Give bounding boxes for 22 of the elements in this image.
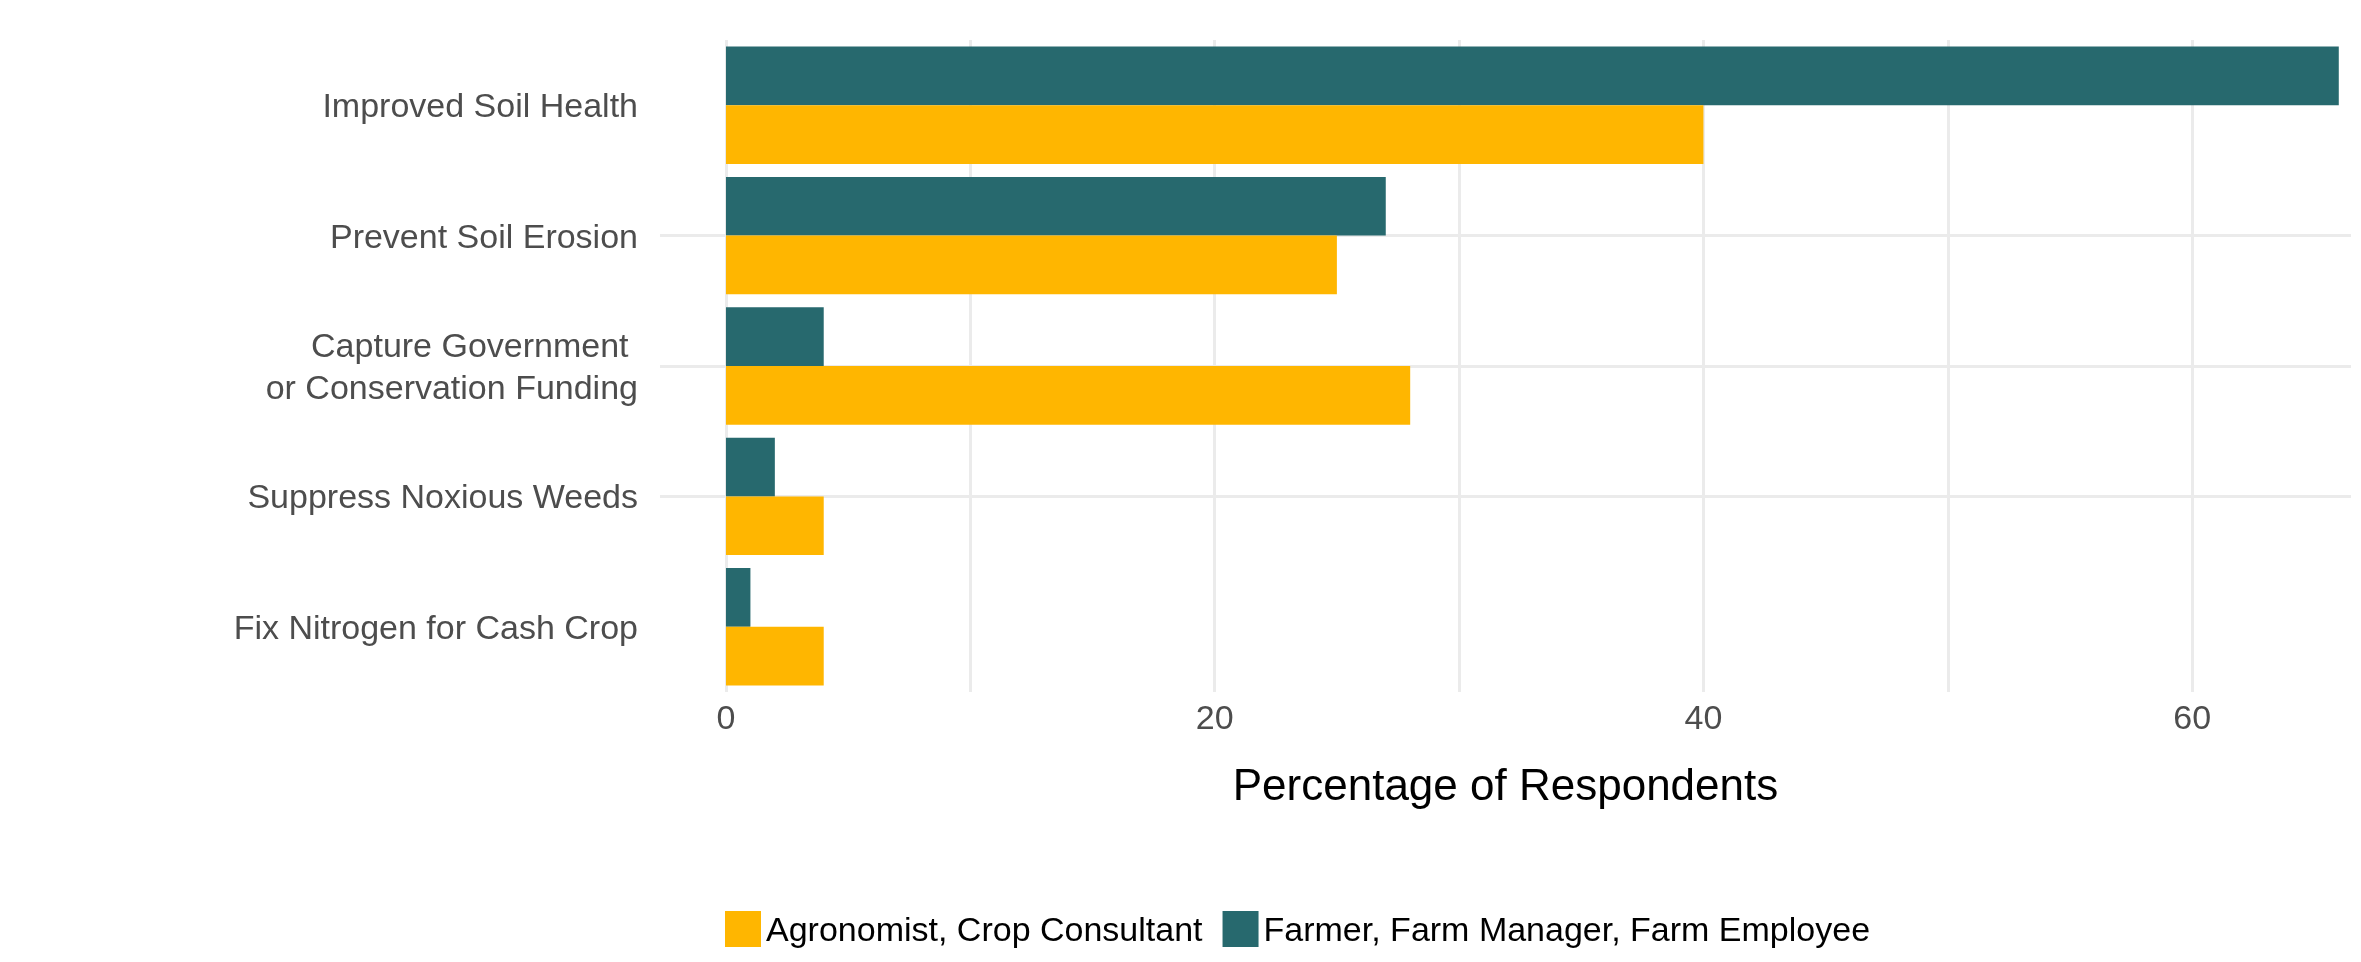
- bar: [725, 176, 1386, 236]
- x-tick-label: 60: [2173, 698, 2212, 736]
- y-tick-label: Improved Soil Health: [322, 86, 638, 125]
- y-tick-label: Suppress Noxious Weeds: [247, 477, 638, 516]
- bar: [725, 307, 824, 366]
- x-axis-title: Percentage of Respondents: [1232, 759, 1779, 809]
- legend-label: Farmer, Farm Manager, Farm Employee: [1263, 910, 1871, 948]
- bar: [725, 235, 1337, 295]
- bar: [725, 437, 775, 497]
- x-tick-label: 0: [716, 698, 736, 736]
- bar: [725, 568, 751, 627]
- bar: [725, 366, 1411, 425]
- bar: [725, 105, 1704, 164]
- y-tick-label: Fix Nitrogen for Cash Crop: [233, 607, 638, 646]
- y-tick-label: Prevent Soil Erosion: [329, 216, 638, 255]
- y-tick-label: Capture Government or Conservation Funding: [265, 326, 638, 406]
- bar: [725, 46, 2339, 106]
- legend-label: Agronomist, Crop Consultant: [766, 910, 1204, 948]
- x-tick-label: 40: [1684, 698, 1723, 736]
- bar: [725, 626, 824, 686]
- x-tick-label: 20: [1195, 698, 1234, 736]
- bar: [725, 496, 824, 556]
